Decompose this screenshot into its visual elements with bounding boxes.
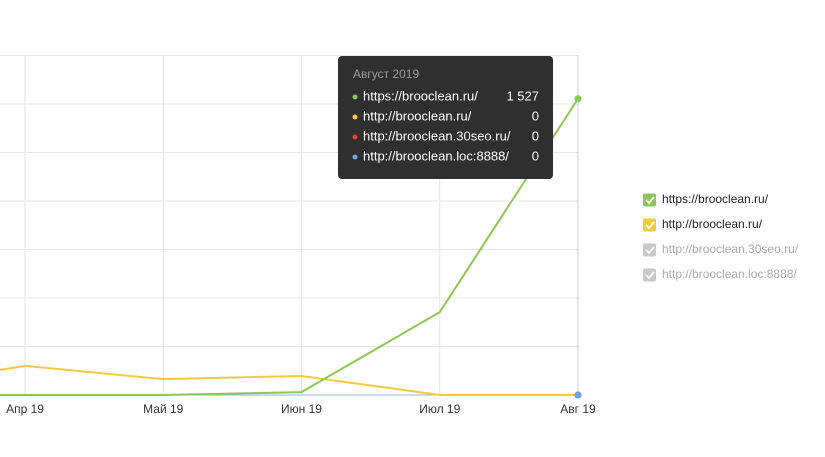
- series-line: [0, 364, 578, 396]
- legend-checkbox[interactable]: [643, 268, 656, 282]
- series-line: [0, 98, 579, 396]
- tooltip-name: http://brooclean.30seo.ru/: [363, 128, 511, 143]
- tooltip-dot: [352, 134, 358, 140]
- tooltip-box: [338, 56, 553, 179]
- x-tick-label: Авг 19: [560, 402, 596, 416]
- x-tick-label: Июн 19: [281, 402, 322, 416]
- tooltip-name: https://brooclean.ru/: [363, 88, 478, 103]
- tooltip-dot: [352, 94, 358, 100]
- legend-label[interactable]: http://brooclean.30seo.ru/: [662, 242, 799, 256]
- x-tick-label: Май 19: [143, 402, 184, 416]
- tooltip-value: 0: [532, 148, 539, 163]
- tooltip-value: 0: [532, 108, 539, 123]
- x-tick-label: Апр 19: [6, 402, 44, 416]
- legend-checkbox[interactable]: [643, 243, 656, 257]
- grid: Апр 19 Май 19 Июн 19 Июл 19 Авг 19: [0, 55, 596, 416]
- legend-checkbox[interactable]: [643, 193, 656, 207]
- legend-check: [645, 196, 655, 205]
- legend-label[interactable]: http://brooclean.ru/: [662, 217, 763, 231]
- legend-label[interactable]: https://brooclean.ru/: [662, 192, 769, 206]
- tooltip-dot: [352, 114, 358, 120]
- tooltip-title: Август 2019: [353, 67, 419, 81]
- hover-point: [574, 95, 582, 103]
- legend-checkbox[interactable]: [643, 218, 656, 232]
- legend-label[interactable]: http://brooclean.loc:8888/: [662, 267, 797, 281]
- tooltip-value: 1 527: [506, 88, 539, 103]
- plot: [0, 98, 579, 396]
- tooltip-dot: [352, 154, 358, 160]
- legend-check: [645, 271, 655, 280]
- overlay: Август 2019 https://brooclean.ru/1 527 htt…: [338, 55, 799, 399]
- tooltip-name: http://brooclean.loc:8888/: [363, 148, 509, 163]
- legend-check: [645, 221, 655, 230]
- hover-point: [574, 391, 582, 399]
- tooltip-value: 0: [532, 128, 539, 143]
- x-tick-label: Июл 19: [419, 402, 460, 416]
- legend-check: [645, 246, 655, 255]
- tooltip-name: http://brooclean.ru/: [363, 108, 472, 123]
